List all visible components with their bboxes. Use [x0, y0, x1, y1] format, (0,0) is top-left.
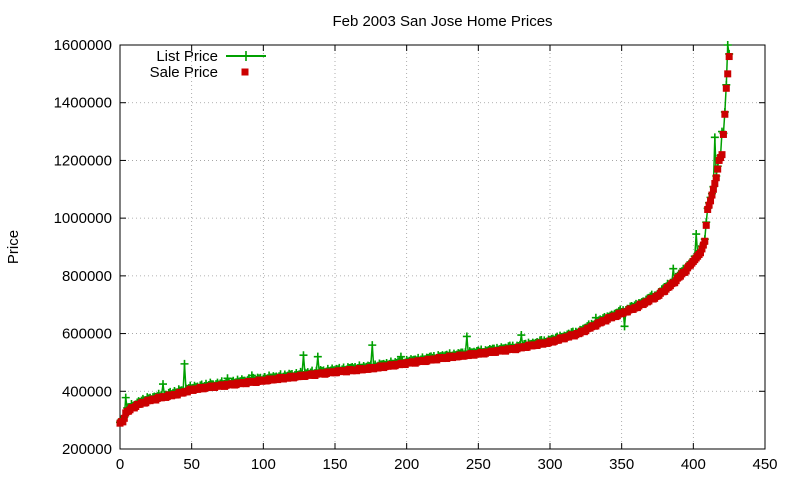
y-tick-label: 1600000 [54, 37, 112, 54]
legend-list-price-label: List Price [156, 48, 218, 65]
sale-price-point [714, 165, 722, 173]
y-tick-label: 1000000 [54, 210, 112, 227]
sale-price-point [704, 205, 712, 213]
sale-price-point [119, 418, 127, 426]
sale-price-point [705, 201, 713, 209]
list-price-point [396, 352, 405, 361]
list-price-point [462, 332, 471, 341]
legend-sale-price-label: Sale Price [150, 64, 218, 81]
x-tick-label: 0 [116, 456, 124, 473]
sale-price-point [725, 53, 733, 61]
series-list-price [116, 41, 734, 427]
y-tick-label: 200000 [62, 441, 112, 458]
sale-price-point [698, 245, 706, 253]
x-tick-label: 400 [681, 456, 706, 473]
sale-price-point [721, 110, 729, 118]
list-price-point [159, 380, 167, 389]
y-tick-label: 1400000 [54, 95, 112, 112]
sale-price-point [699, 241, 707, 249]
list-price-point [517, 331, 526, 340]
plot-frame [119, 44, 766, 450]
list-price-point [710, 133, 719, 142]
list-price-point [620, 322, 629, 331]
legend-list-price-marker [241, 51, 251, 61]
list-price-line [119, 44, 730, 423]
y-tick-label: 800000 [62, 268, 112, 285]
sale-price-point [701, 237, 709, 245]
sale-price-point [718, 151, 726, 159]
sale-price-point [707, 197, 715, 205]
list-price-point [299, 351, 308, 360]
sale-price-point [712, 174, 720, 182]
y-axis-label: Price [5, 230, 22, 264]
legend: List Price Sale Price [150, 48, 266, 81]
list-price-point [692, 230, 701, 239]
sale-price-point [702, 221, 710, 229]
x-tick-label: 200 [394, 456, 419, 473]
list-price-point [313, 352, 322, 361]
x-tick-label: 100 [251, 456, 276, 473]
sale-price-point [724, 70, 732, 78]
y-tick-label: 600000 [62, 326, 112, 343]
list-price-point [723, 41, 732, 49]
sale-price-point [722, 84, 730, 92]
sale-price-point [708, 191, 716, 199]
chart-title: Feb 2003 San Jose Home Prices [332, 13, 552, 30]
list-price-point [368, 341, 377, 350]
sale-price-point [719, 130, 727, 138]
x-tick-label: 50 [183, 456, 200, 473]
sale-price-point [709, 185, 717, 193]
axis-ticks: 0 50 100 150 200 250 300 350 400 450 200000 400000 6… [54, 37, 778, 473]
sale-price-point [120, 414, 128, 422]
series-sale-price [116, 53, 733, 427]
y-tick-label: 1200000 [54, 152, 112, 169]
list-price-point [669, 264, 678, 273]
list-price-point [121, 393, 130, 402]
y-tick-label: 400000 [62, 383, 112, 400]
x-tick-label: 350 [609, 456, 634, 473]
sale-price-point [697, 249, 704, 257]
x-tick-label: 450 [752, 456, 777, 473]
list-price-point [180, 359, 189, 368]
legend-sale-price-marker [241, 68, 249, 76]
sale-price-point [711, 180, 719, 188]
x-tick-label: 150 [322, 456, 347, 473]
x-tick-label: 250 [466, 456, 491, 473]
x-tick-label: 300 [537, 456, 562, 473]
